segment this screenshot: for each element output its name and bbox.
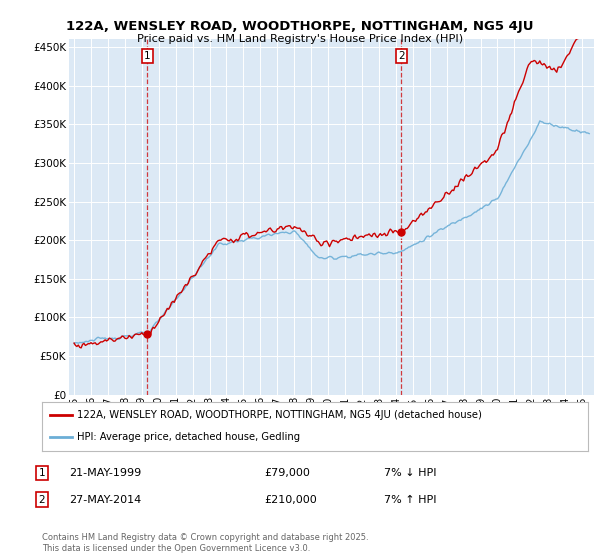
Text: 21-MAY-1999: 21-MAY-1999: [69, 468, 141, 478]
Text: 7% ↑ HPI: 7% ↑ HPI: [384, 494, 437, 505]
Text: Price paid vs. HM Land Registry's House Price Index (HPI): Price paid vs. HM Land Registry's House …: [137, 34, 463, 44]
Text: 2: 2: [38, 494, 46, 505]
Text: 1: 1: [38, 468, 46, 478]
Text: £79,000: £79,000: [264, 468, 310, 478]
Text: Contains HM Land Registry data © Crown copyright and database right 2025.
This d: Contains HM Land Registry data © Crown c…: [42, 533, 368, 553]
Text: HPI: Average price, detached house, Gedling: HPI: Average price, detached house, Gedl…: [77, 432, 301, 442]
Text: 1: 1: [144, 51, 151, 61]
Text: £210,000: £210,000: [264, 494, 317, 505]
Text: 122A, WENSLEY ROAD, WOODTHORPE, NOTTINGHAM, NG5 4JU: 122A, WENSLEY ROAD, WOODTHORPE, NOTTINGH…: [66, 20, 534, 32]
Text: 2: 2: [398, 51, 405, 61]
Text: 7% ↓ HPI: 7% ↓ HPI: [384, 468, 437, 478]
Text: 122A, WENSLEY ROAD, WOODTHORPE, NOTTINGHAM, NG5 4JU (detached house): 122A, WENSLEY ROAD, WOODTHORPE, NOTTINGH…: [77, 410, 482, 420]
Text: 27-MAY-2014: 27-MAY-2014: [69, 494, 141, 505]
